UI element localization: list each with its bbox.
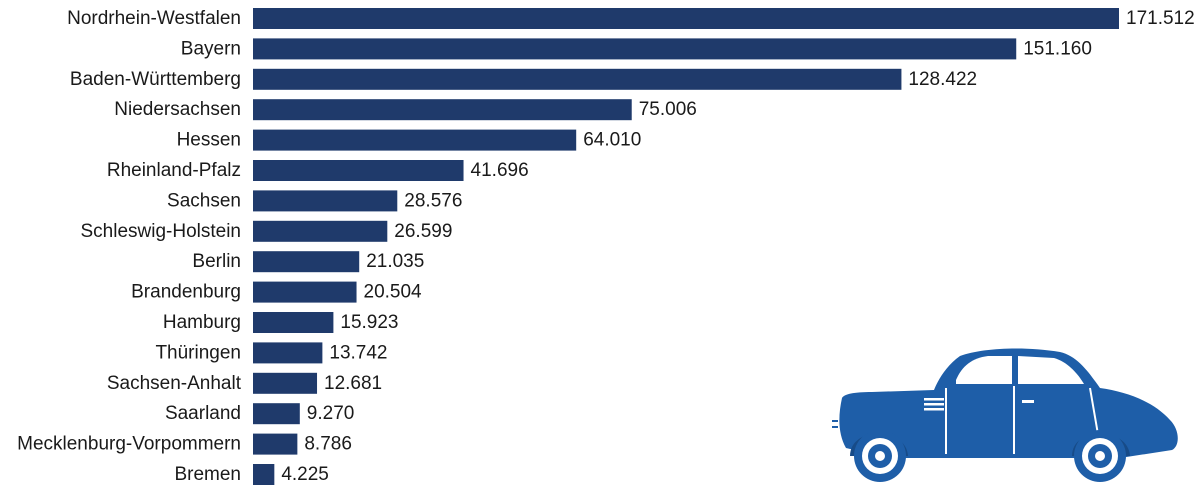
- bar: [253, 342, 323, 364]
- category-label: Bremen: [174, 464, 241, 485]
- category-label: Thüringen: [155, 342, 241, 363]
- category-label: Baden-Württemberg: [70, 69, 241, 90]
- bar: [253, 251, 360, 273]
- value-label: 20.504: [364, 282, 423, 303]
- bars-group: [253, 8, 1119, 485]
- category-label: Saarland: [165, 403, 241, 424]
- category-label: Sachsen: [167, 190, 241, 211]
- value-label: 128.422: [908, 69, 977, 90]
- category-label: Sachsen-Anhalt: [107, 373, 242, 394]
- category-label: Hessen: [177, 130, 241, 151]
- category-label: Nordrhein-Westfalen: [67, 8, 241, 29]
- category-label: Schleswig-Holstein: [80, 221, 241, 242]
- bar: [253, 160, 464, 181]
- bar: [253, 38, 1017, 60]
- value-label: 41.696: [471, 160, 529, 181]
- value-label: 171.512: [1126, 8, 1195, 29]
- category-label: Bayern: [181, 38, 241, 59]
- value-label: 28.576: [404, 190, 462, 211]
- category-label: Berlin: [192, 251, 241, 272]
- value-label: 4.225: [281, 464, 329, 485]
- bar: [253, 129, 577, 151]
- value-label: 12.681: [324, 373, 382, 394]
- value-label: 151.160: [1023, 38, 1092, 59]
- category-label: Niedersachsen: [114, 99, 241, 120]
- category-label: Hamburg: [163, 312, 241, 333]
- category-label: Rheinland-Pfalz: [107, 160, 241, 181]
- bar: [253, 372, 318, 394]
- bar: [253, 403, 300, 425]
- bar: [253, 281, 357, 303]
- value-label: 9.270: [307, 403, 355, 424]
- bar: [253, 99, 632, 121]
- bar: [253, 312, 334, 333]
- category-label: Mecklenburg-Vorpommern: [17, 434, 241, 455]
- value-label: 64.010: [583, 130, 641, 151]
- value-label: 75.006: [639, 99, 697, 120]
- bar: [253, 190, 398, 212]
- value-label: 8.786: [304, 434, 352, 455]
- value-label: 21.035: [366, 251, 424, 272]
- value-label: 13.742: [329, 342, 387, 363]
- value-label: 26.599: [394, 221, 452, 242]
- value-labels-group: 171.512 151.160 128.422 75.006 64.010 41.696 2…: [281, 8, 1194, 485]
- bar: [253, 68, 902, 90]
- category-labels-group: Nordrhein-Westfalen Bayern Baden-Württembe…: [17, 8, 242, 485]
- value-label: 15.923: [340, 312, 398, 333]
- bar: [253, 8, 1119, 29]
- category-label: Brandenburg: [131, 282, 241, 303]
- bar: [253, 433, 298, 455]
- bar: [253, 220, 388, 242]
- bar: [253, 464, 275, 485]
- car-icon: [832, 348, 1178, 482]
